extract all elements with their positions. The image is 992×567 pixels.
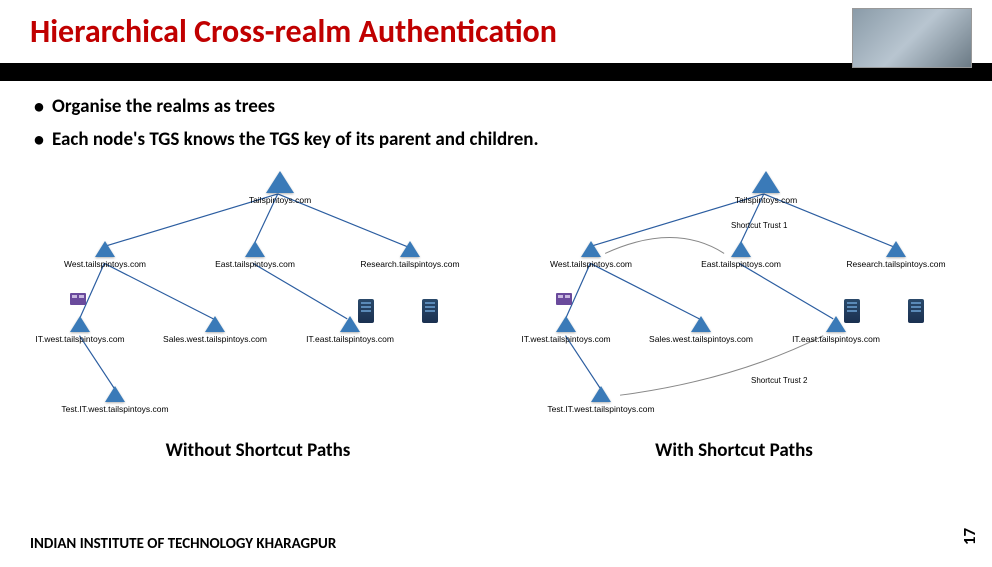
triangle-icon — [340, 316, 360, 332]
tree-node: West.tailspintoys.com — [536, 241, 646, 269]
node-label: IT.west.tailspintoys.com — [521, 334, 610, 344]
node-label: IT.west.tailspintoys.com — [35, 334, 124, 344]
node-label: East.tailspintoys.com — [701, 259, 781, 269]
domain-controller-icon — [68, 289, 88, 309]
triangle-icon — [731, 241, 751, 257]
shortcut-label: Shortcut Trust 2 — [751, 376, 807, 385]
node-label: Sales.west.tailspintoys.com — [649, 334, 753, 344]
node-label: Test.IT.west.tailspintoys.com — [61, 404, 168, 414]
triangle-icon — [105, 386, 125, 402]
tree-node: IT.west.tailspintoys.com — [511, 316, 621, 344]
triangle-icon — [886, 241, 906, 257]
tree-node: Test.IT.west.tailspintoys.com — [546, 386, 656, 414]
diagram-without-shortcuts: Tailspintoys.com West.tailspintoys.com E… — [20, 171, 486, 431]
triangle-icon — [591, 386, 611, 402]
node-label: West.tailspintoys.com — [550, 259, 632, 269]
caption-left: Without Shortcut Paths — [20, 439, 496, 462]
tree-node: Sales.west.tailspintoys.com — [646, 316, 756, 344]
node-label: IT.east.tailspintoys.com — [306, 334, 394, 344]
node-label: Test.IT.west.tailspintoys.com — [547, 404, 654, 414]
node-label: Sales.west.tailspintoys.com — [163, 334, 267, 344]
server-icon — [908, 299, 924, 323]
tree-node: East.tailspintoys.com — [200, 241, 310, 269]
triangle-icon — [70, 316, 90, 332]
slide-title: Hierarchical Cross-realm Authentication — [30, 12, 962, 51]
caption-right: With Shortcut Paths — [496, 439, 972, 462]
server-icon — [422, 299, 438, 323]
tree-node: East.tailspintoys.com — [686, 241, 796, 269]
node-label: Tailspintoys.com — [249, 195, 311, 205]
footer-text: INDIAN INSTITUTE OF TECHNOLOGY KHARAGPUR — [30, 535, 336, 553]
tree-node: Research.tailspintoys.com — [355, 241, 465, 269]
tree-node: Test.IT.west.tailspintoys.com — [60, 386, 170, 414]
triangle-icon — [205, 316, 225, 332]
diagram-with-shortcuts: Shortcut Trust 1 Shortcut Trust 2 Tailsp… — [506, 171, 972, 431]
triangle-icon — [752, 171, 780, 193]
triangle-icon — [400, 241, 420, 257]
node-label: West.tailspintoys.com — [64, 259, 146, 269]
tree-node: Sales.west.tailspintoys.com — [160, 316, 270, 344]
cerberus-logo — [852, 8, 972, 68]
triangle-icon — [266, 171, 294, 193]
tree-node: Research.tailspintoys.com — [841, 241, 951, 269]
tree-node: IT.east.tailspintoys.com — [781, 316, 891, 344]
node-label: Research.tailspintoys.com — [846, 259, 945, 269]
triangle-icon — [95, 241, 115, 257]
triangle-icon — [581, 241, 601, 257]
bullet-item: Each node's TGS knows the TGS key of its… — [30, 128, 962, 151]
node-label: Tailspintoys.com — [735, 195, 797, 205]
tree-node-root: Tailspintoys.com — [711, 171, 821, 205]
bullet-item: Organise the realms as trees — [30, 95, 962, 118]
server-icon — [844, 299, 860, 323]
node-label: IT.east.tailspintoys.com — [792, 334, 880, 344]
tree-node-root: Tailspintoys.com — [225, 171, 335, 205]
page-number: 17 — [959, 528, 980, 545]
tree-node: West.tailspintoys.com — [50, 241, 160, 269]
node-label: East.tailspintoys.com — [215, 259, 295, 269]
tree-node: IT.east.tailspintoys.com — [295, 316, 405, 344]
node-label: Research.tailspintoys.com — [360, 259, 459, 269]
triangle-icon — [245, 241, 265, 257]
domain-controller-icon — [554, 289, 574, 309]
tree-node: IT.west.tailspintoys.com — [25, 316, 135, 344]
shortcut-label: Shortcut Trust 1 — [731, 221, 787, 230]
divider-bar — [0, 63, 992, 81]
bullet-list: Organise the realms as trees Each node's… — [0, 81, 992, 171]
server-icon — [358, 299, 374, 323]
triangle-icon — [826, 316, 846, 332]
triangle-icon — [691, 316, 711, 332]
triangle-icon — [556, 316, 576, 332]
